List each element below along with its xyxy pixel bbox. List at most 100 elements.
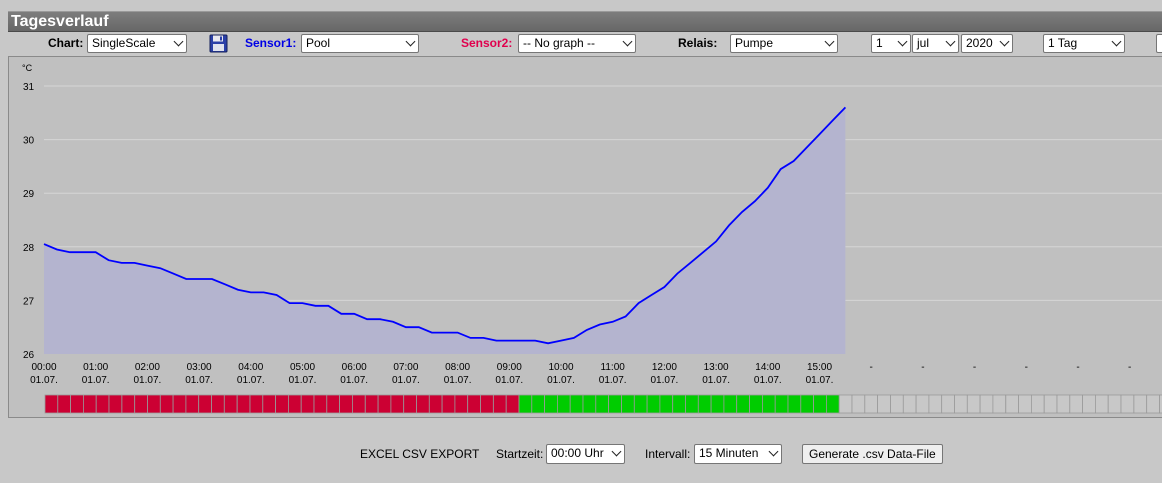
x-tick-time: 10:00 — [548, 362, 573, 373]
x-tick-time: 11:00 — [601, 362, 626, 373]
relais-slot — [57, 394, 72, 414]
x-tick-date: 01.07. — [133, 375, 161, 386]
relais-label: Relais: — [678, 36, 718, 50]
year-select[interactable]: 2020 — [961, 34, 1013, 53]
series-line — [43, 106, 847, 345]
relais-slot — [1120, 394, 1135, 414]
start-time-select[interactable]: 00:00 Uhr — [546, 444, 625, 464]
x-tick-placeholder: - — [1128, 362, 1131, 373]
relais-slot — [1018, 394, 1032, 414]
day-select[interactable]: 1 — [871, 34, 911, 53]
x-tick-date: 01.07. — [495, 375, 523, 386]
relais-slot — [851, 394, 866, 414]
export-title: EXCEL CSV EXPORT — [360, 447, 480, 461]
relais-slot — [44, 394, 59, 414]
x-tick-date: 01.07. — [599, 375, 627, 386]
sensor1-label: Sensor1: — [245, 36, 297, 50]
series-area — [44, 107, 846, 355]
x-tick-time: 06:00 — [342, 362, 367, 373]
relais-slot — [339, 394, 353, 414]
relais-slot — [108, 394, 123, 414]
save-icon[interactable] — [209, 34, 228, 53]
chart-mode-select[interactable]: SingleScale — [87, 34, 187, 53]
y-tick-label: 28 — [23, 243, 35, 254]
relais-slot — [416, 394, 430, 414]
relais-slot — [736, 394, 750, 414]
extra-select[interactable] — [1156, 34, 1162, 53]
relais-slot — [262, 394, 277, 414]
relais-slot — [813, 394, 827, 414]
relais-slot — [211, 394, 225, 414]
relais-slot — [582, 394, 597, 414]
relais-slot — [1069, 394, 1084, 414]
temperature-chart: 26 27 28 29 30 31 °C 00:00 01.07. 01:00 01.07. 02:0… — [22, 63, 1162, 414]
relais-slot — [185, 394, 200, 414]
x-tick-placeholder: - — [973, 362, 976, 373]
relais-slot — [454, 394, 469, 414]
relais-slot — [223, 394, 238, 414]
x-tick-date: 01.07. — [237, 375, 265, 386]
relais-slot — [531, 394, 546, 414]
x-tick-time: 14:00 — [755, 362, 780, 373]
relais-slot — [403, 394, 417, 414]
relais-slot — [287, 394, 302, 414]
chart-mode-value: SingleScale — [92, 36, 156, 50]
chart-label: Chart: — [48, 36, 84, 50]
relais-slot — [1095, 394, 1109, 414]
relais-slot — [1133, 394, 1148, 414]
relais-slot — [275, 394, 289, 414]
year-value: 2020 — [966, 36, 993, 50]
window-title: Tagesverlauf — [11, 13, 109, 30]
relais-slot — [313, 394, 328, 414]
x-tick-date: 01.07. — [650, 375, 678, 386]
start-time-label: Startzeit: — [496, 447, 544, 461]
x-tick-placeholder: - — [1025, 362, 1028, 373]
x-tick-date: 01.07. — [82, 375, 110, 386]
relais-slot — [544, 394, 558, 414]
x-tick-time: 01:00 — [83, 362, 108, 373]
relais-slot — [749, 394, 763, 414]
generate-csv-button[interactable]: Generate .csv Data-File — [802, 444, 943, 464]
x-tick-date: 01.07. — [30, 375, 58, 386]
relais-slot — [492, 394, 507, 414]
sensor1-value: Pool — [306, 36, 331, 50]
relais-slot — [428, 394, 443, 414]
x-tick-time: 15:00 — [807, 362, 832, 373]
sensor2-select[interactable]: -- No graph -- — [518, 34, 636, 53]
sensor2-value: -- No graph -- — [523, 36, 596, 50]
relais-slot — [672, 394, 686, 414]
x-tick-time: 12:00 — [652, 362, 677, 373]
interval-value: 15 Minuten — [699, 446, 759, 460]
relais-slot — [1146, 394, 1160, 414]
month-value: jul — [917, 36, 930, 50]
start-time-value: 00:00 Uhr — [551, 446, 604, 460]
sensor1-select[interactable]: Pool — [301, 34, 419, 53]
relais-slot — [774, 394, 789, 414]
x-tick-date: 01.07. — [444, 375, 472, 386]
x-tick-date: 01.07. — [185, 375, 213, 386]
relais-slot — [569, 394, 584, 414]
relais-slot — [147, 394, 161, 414]
x-tick-time: 05:00 — [290, 362, 315, 373]
relais-slot — [351, 394, 366, 414]
x-tick-date: 01.07. — [702, 375, 730, 386]
relais-slot — [1107, 394, 1122, 414]
relais-select[interactable]: Pumpe — [730, 34, 838, 53]
chevron-down-icon — [768, 446, 779, 457]
relais-slot — [864, 394, 879, 414]
month-select[interactable]: jul — [912, 34, 959, 53]
relais-slot — [467, 394, 481, 414]
x-tick-date: 01.07. — [340, 375, 368, 386]
x-tick-placeholder: - — [921, 362, 924, 373]
relais-slot — [134, 394, 148, 414]
relais-slot — [941, 394, 955, 414]
relais-slot — [659, 394, 674, 414]
interval-select[interactable]: 15 Minuten — [694, 444, 782, 464]
relais-slot — [121, 394, 136, 414]
relais-slot — [1005, 394, 1020, 414]
y-tick-label: 26 — [23, 350, 35, 361]
x-tick-date: 01.07. — [289, 375, 317, 386]
relais-slot — [800, 394, 815, 414]
range-select[interactable]: 1 Tag — [1043, 34, 1125, 53]
x-tick-placeholder: - — [870, 362, 873, 373]
